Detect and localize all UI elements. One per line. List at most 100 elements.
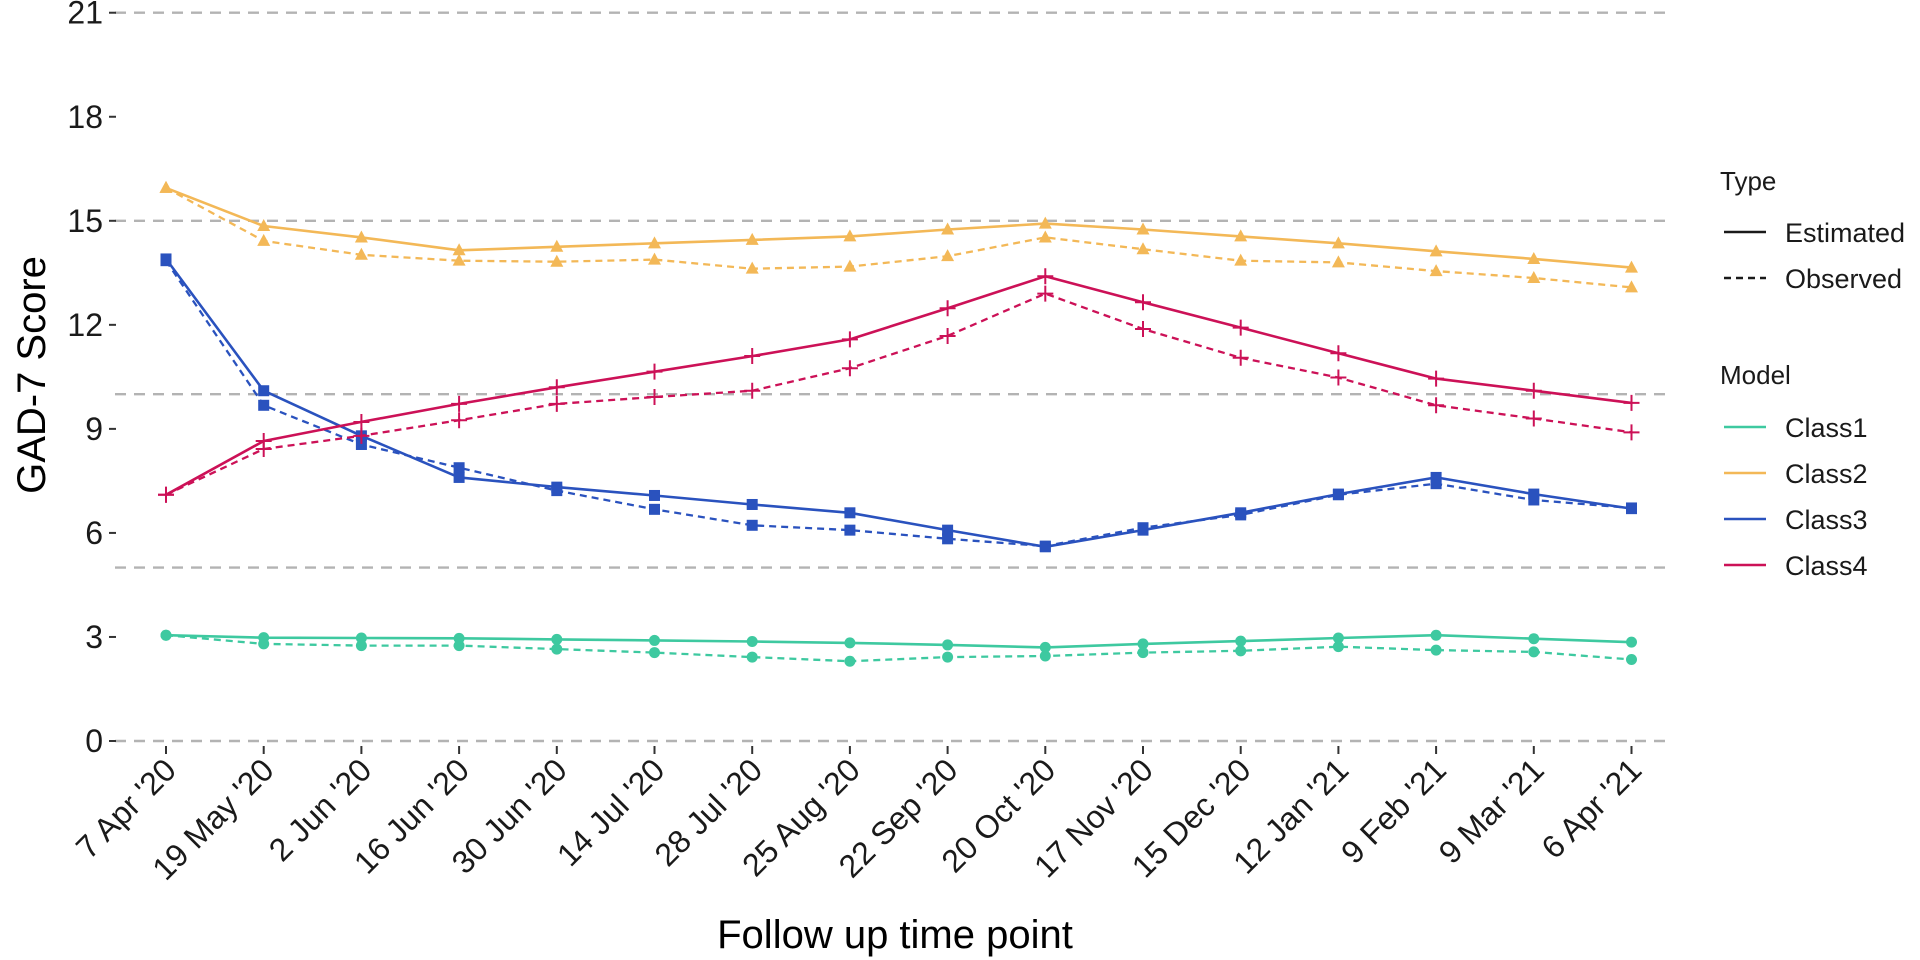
series-class4 bbox=[158, 268, 1640, 503]
class4-estimated-point bbox=[841, 331, 858, 348]
class3-observed-point bbox=[453, 462, 465, 474]
series-class1 bbox=[160, 629, 1637, 667]
class3-estimated-point bbox=[1332, 488, 1344, 500]
class2-estimated-point bbox=[1625, 260, 1638, 273]
class1-observed-line bbox=[165, 634, 1632, 663]
class4-observed-point bbox=[1428, 397, 1445, 414]
class2-observed-point bbox=[648, 252, 661, 265]
class2-estimated-point bbox=[648, 236, 661, 249]
class2-estimated-point bbox=[745, 232, 759, 245]
class4-observed-point bbox=[841, 360, 858, 377]
class1-observed-point bbox=[1235, 645, 1247, 657]
plot-area bbox=[158, 180, 1640, 667]
class3-observed-point bbox=[844, 524, 856, 536]
class3-estimated-point bbox=[1235, 507, 1247, 519]
class2-estimated-point bbox=[1038, 216, 1052, 229]
class3-estimated-line bbox=[164, 258, 1632, 549]
class1-estimated-point bbox=[1137, 638, 1149, 650]
class1-estimated-point bbox=[1626, 636, 1637, 648]
class3-estimated-point bbox=[746, 498, 758, 510]
class1-observed-point bbox=[1137, 647, 1149, 659]
legend-model-title: Model bbox=[1720, 360, 1791, 390]
class2-observed-point bbox=[257, 233, 271, 246]
class2-estimated-point bbox=[354, 230, 368, 243]
class1-estimated-point bbox=[1039, 641, 1051, 653]
class1-observed-point bbox=[1528, 646, 1540, 658]
class2-estimated-point bbox=[941, 222, 955, 235]
class1-observed-point bbox=[942, 651, 954, 663]
class3-estimated-point bbox=[844, 507, 856, 519]
class1-estimated-point bbox=[746, 635, 758, 647]
class4-observed-point bbox=[646, 388, 663, 405]
class4-observed-point bbox=[1232, 349, 1249, 366]
class3-estimated-point bbox=[551, 481, 563, 493]
x-axis-title: Follow up time point bbox=[717, 913, 1073, 957]
y-tick-label: 0 bbox=[85, 723, 103, 759]
class4-estimated-point bbox=[451, 395, 468, 412]
class2-observed-point bbox=[452, 253, 466, 266]
class3-observed-point bbox=[942, 533, 954, 545]
legend-type-title: Type bbox=[1720, 166, 1776, 196]
y-tick-label: 12 bbox=[67, 307, 103, 343]
class1-observed-point bbox=[746, 651, 758, 663]
class4-estimated-point bbox=[1135, 294, 1151, 311]
series-class3 bbox=[160, 253, 1637, 553]
class4-estimated-line bbox=[165, 274, 1632, 496]
y-axis-title: GAD-7 Score bbox=[10, 256, 54, 494]
class2-estimated-point bbox=[257, 219, 271, 232]
class4-observed-point bbox=[1525, 410, 1542, 427]
class4-estimated-point bbox=[744, 348, 761, 365]
class2-observed-point bbox=[354, 247, 368, 260]
class2-observed-point bbox=[550, 254, 564, 267]
class1-estimated-point bbox=[355, 632, 367, 644]
class4-observed-point bbox=[548, 395, 565, 412]
class4-estimated-point bbox=[1623, 394, 1640, 411]
legend-model-entries: Class1 Class2 Class3 Class4 bbox=[1724, 413, 1868, 581]
class4-estimated-point bbox=[548, 379, 565, 396]
class2-observed-point bbox=[1234, 253, 1248, 266]
class2-observed-point bbox=[1429, 264, 1443, 277]
class3-estimated-point bbox=[1528, 488, 1540, 500]
legend-type-entries: Estimated Observed bbox=[1724, 218, 1905, 294]
class2-estimated-point bbox=[843, 229, 857, 242]
x-tick-label: 9 Feb '21 bbox=[1334, 751, 1453, 870]
class3-estimated-point bbox=[942, 524, 954, 536]
class4-observed-point bbox=[1330, 369, 1347, 386]
class4-estimated-point bbox=[1428, 370, 1445, 387]
class4-observed-point bbox=[1623, 424, 1640, 441]
class1-estimated-point bbox=[160, 629, 172, 641]
legend-model-label: Class1 bbox=[1785, 413, 1868, 443]
legend-model-label: Class3 bbox=[1785, 505, 1868, 535]
class1-estimated-point bbox=[1235, 635, 1247, 647]
class1-estimated-point bbox=[551, 633, 563, 645]
class2-estimated-point bbox=[1136, 222, 1150, 235]
class2-observed-point bbox=[745, 261, 759, 274]
class1-observed-point bbox=[1430, 644, 1442, 656]
class2-observed-line bbox=[165, 186, 1632, 289]
class1-estimated-point bbox=[1332, 632, 1344, 644]
class2-observed-point bbox=[941, 249, 955, 262]
class4-estimated-point bbox=[1037, 268, 1054, 285]
series-class2 bbox=[159, 180, 1638, 293]
class2-observed-point bbox=[1625, 280, 1638, 293]
class1-observed-point bbox=[1626, 654, 1637, 666]
class1-estimated-point bbox=[942, 639, 954, 651]
class4-estimated-point bbox=[1330, 345, 1347, 362]
class3-estimated-point bbox=[453, 471, 465, 483]
class4-observed-point bbox=[1135, 321, 1151, 338]
class2-estimated-point bbox=[1527, 251, 1541, 264]
class1-observed-point bbox=[551, 643, 563, 655]
class3-estimated-point bbox=[1430, 471, 1442, 483]
y-tick-label: 3 bbox=[85, 619, 103, 655]
class2-observed-point bbox=[1331, 255, 1345, 268]
class3-estimated-point bbox=[1039, 541, 1051, 553]
class2-estimated-point bbox=[1331, 236, 1345, 249]
class4-observed-line bbox=[165, 292, 1632, 496]
legend-type-label: Estimated bbox=[1785, 218, 1905, 248]
legend-model-label: Class4 bbox=[1785, 551, 1868, 581]
class2-observed-point bbox=[1527, 271, 1541, 284]
legend-model-label: Class2 bbox=[1785, 459, 1868, 489]
class3-estimated-point bbox=[649, 489, 660, 501]
class4-estimated-point bbox=[1525, 382, 1542, 399]
